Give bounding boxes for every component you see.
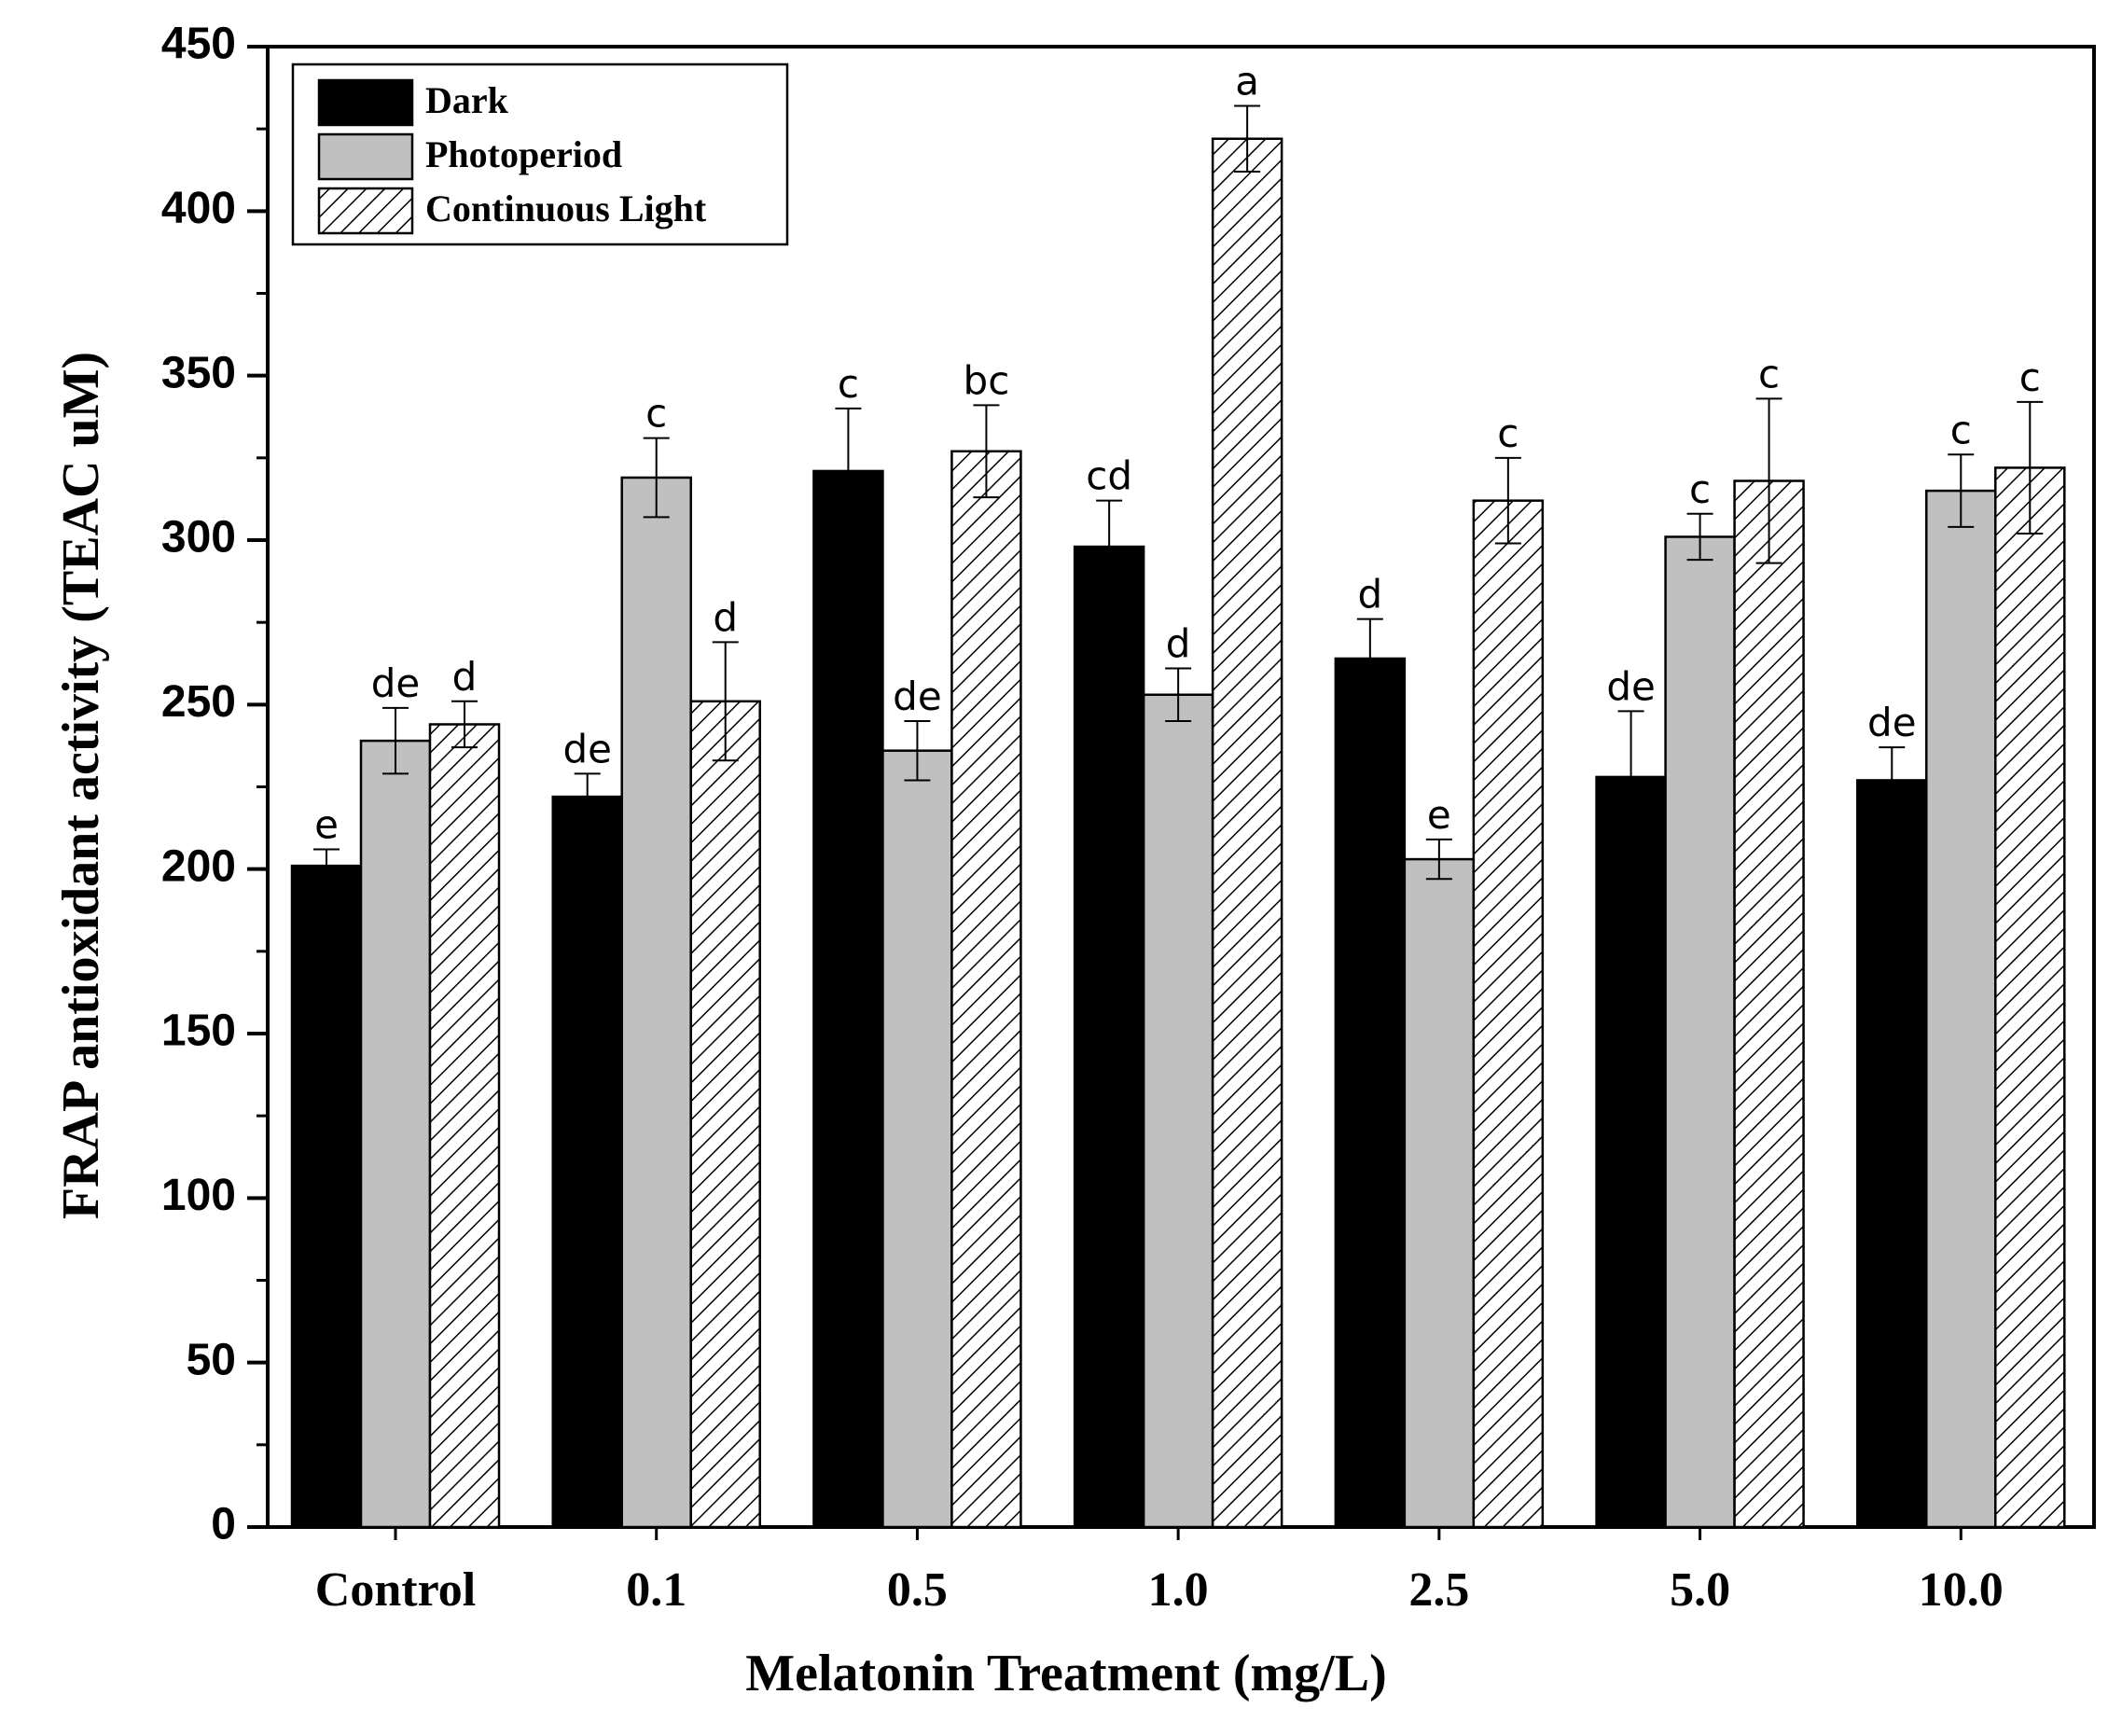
significance-letter: e bbox=[314, 802, 339, 848]
bar-continuous-light-2_5 bbox=[1472, 499, 1545, 1529]
bar-dark-10_0 bbox=[1856, 779, 1928, 1529]
significance-letter: de bbox=[1867, 700, 1917, 745]
bar-continuous-light-5_0 bbox=[1733, 479, 1805, 1529]
y-tick-label: 0 bbox=[211, 1500, 236, 1549]
y-tick-label: 50 bbox=[187, 1335, 236, 1384]
bar-continuous-light-0_1 bbox=[689, 700, 761, 1529]
bar-continuous-light-1_0 bbox=[1211, 137, 1283, 1529]
x-tick-label: 10.0 bbox=[1919, 1563, 2004, 1617]
significance-letter: c bbox=[1950, 407, 1972, 452]
significance-letter: c bbox=[838, 361, 859, 407]
bar-photoperiod-Control bbox=[359, 739, 432, 1529]
bar-continuous-light-0_5 bbox=[950, 450, 1022, 1529]
significance-letter: de bbox=[562, 726, 612, 771]
significance-letter: de bbox=[893, 674, 942, 719]
significance-letter: e bbox=[1427, 792, 1451, 838]
bar-dark-Control bbox=[290, 864, 363, 1529]
y-tick-label: 250 bbox=[161, 677, 236, 727]
significance-letter: bc bbox=[964, 357, 1010, 403]
y-tick-label: 200 bbox=[161, 841, 236, 891]
significance-letter: c bbox=[645, 391, 667, 437]
legend-label: Dark bbox=[425, 79, 509, 121]
legend: Dark Photoperiod Continuous Light bbox=[291, 62, 789, 246]
bar-photoperiod-2_5 bbox=[1403, 857, 1476, 1529]
y-axis-ticks: 0 50 100 150 200 250 300 350 400 450 bbox=[161, 20, 268, 1549]
significance-letter: d bbox=[452, 654, 478, 700]
bar-photoperiod-1_0 bbox=[1142, 693, 1214, 1529]
significance-letter: c bbox=[1689, 466, 1711, 512]
significance-letter: a bbox=[1235, 58, 1259, 104]
significance-letter: de bbox=[1606, 663, 1656, 709]
bar-photoperiod-0_1 bbox=[620, 476, 692, 1529]
significance-letter: c bbox=[1497, 410, 1519, 456]
bar-photoperiod-0_5 bbox=[881, 749, 953, 1529]
y-tick-label: 150 bbox=[161, 1007, 236, 1056]
y-tick-label: 300 bbox=[161, 513, 236, 562]
y-axis-title: FRAP antioxidant activity (TEAC uM) bbox=[52, 352, 110, 1219]
x-tick-label: 5.0 bbox=[1670, 1563, 1730, 1617]
bar-photoperiod-10_0 bbox=[1925, 489, 1997, 1529]
bar-dark-2_5 bbox=[1334, 657, 1407, 1529]
x-axis-labels: Control 0.1 0.5 1.0 2.5 5.0 10.0 bbox=[315, 1527, 2004, 1617]
x-tick-label: 0.1 bbox=[626, 1563, 687, 1617]
x-tick-label: 2.5 bbox=[1408, 1563, 1469, 1617]
y-tick-label: 400 bbox=[161, 184, 236, 233]
bar-dark-0_5 bbox=[812, 469, 884, 1529]
significance-letter: d bbox=[1358, 572, 1383, 618]
legend-swatch-dark bbox=[317, 78, 414, 127]
bar-dark-5_0 bbox=[1595, 775, 1667, 1529]
bar-dark-0_1 bbox=[551, 795, 623, 1529]
legend-label: Photoperiod bbox=[425, 133, 622, 175]
bar-continuous-light-10_0 bbox=[1994, 466, 2066, 1529]
legend-swatch-continuous-light bbox=[317, 187, 414, 235]
legend-label: Continuous Light bbox=[425, 187, 707, 229]
y-tick-label: 100 bbox=[161, 1171, 236, 1220]
y-tick-label: 450 bbox=[161, 20, 236, 69]
bar-continuous-light-Control bbox=[428, 723, 501, 1529]
x-tick-label: Control bbox=[315, 1563, 476, 1617]
bar-photoperiod-5_0 bbox=[1664, 535, 1736, 1529]
significance-letter: c bbox=[1758, 351, 1780, 396]
x-axis-title: Melatonin Treatment (mg/L) bbox=[745, 1645, 1386, 1702]
x-tick-label: 0.5 bbox=[887, 1563, 948, 1617]
bar-dark-1_0 bbox=[1073, 545, 1145, 1529]
x-tick-label: 1.0 bbox=[1148, 1563, 1209, 1617]
legend-swatch-photoperiod bbox=[317, 132, 414, 181]
significance-letter: de bbox=[371, 660, 421, 706]
significance-letter: cd bbox=[1086, 453, 1132, 499]
y-tick-label: 350 bbox=[161, 348, 236, 397]
significance-letter: d bbox=[1166, 621, 1191, 667]
significance-letter: d bbox=[713, 594, 738, 640]
significance-letter: c bbox=[2019, 354, 2041, 400]
